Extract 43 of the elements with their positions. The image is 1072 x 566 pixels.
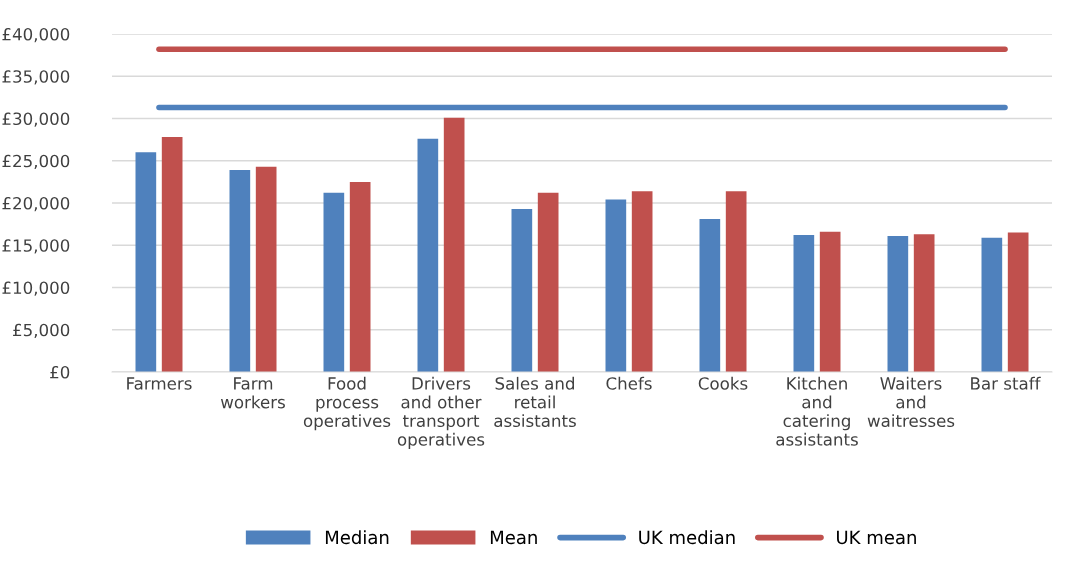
bar xyxy=(323,192,345,372)
x-tick-label: Chefs xyxy=(606,376,652,390)
y-tick-label: £40,000 xyxy=(2,27,70,43)
bar xyxy=(725,191,747,372)
bar xyxy=(417,138,439,372)
legend-label: UK median xyxy=(639,530,735,545)
bar xyxy=(161,137,183,372)
bar xyxy=(229,170,251,372)
y-tick-label: £25,000 xyxy=(2,154,70,170)
bar xyxy=(443,117,465,372)
bar xyxy=(1007,232,1029,372)
y-tick-label: £30,000 xyxy=(2,112,70,127)
y-tick-label: £35,000 xyxy=(2,70,70,85)
y-tick-label: £15,000 xyxy=(2,239,70,254)
y-tick-label: £10,000 xyxy=(2,281,70,296)
x-tick-label: Farm workers xyxy=(220,377,285,409)
bar xyxy=(511,208,533,372)
legend-label: Mean xyxy=(490,530,537,545)
x-tick-label: Waiters and waitresses xyxy=(867,376,955,428)
x-tick-label: Sales and retail assistants xyxy=(494,376,576,428)
bar xyxy=(913,234,935,372)
bar xyxy=(631,191,653,372)
bar xyxy=(699,219,721,372)
x-tick-label: Cooks xyxy=(698,376,748,390)
x-tick-label: Bar staff xyxy=(971,376,1041,390)
x-tick-label: Farmers xyxy=(127,377,192,390)
bar xyxy=(793,235,815,372)
y-tick-label: £5,000 xyxy=(13,323,70,339)
bar xyxy=(135,152,157,372)
bar xyxy=(887,235,909,372)
x-tick-label: Drivers and other transport operatives xyxy=(397,376,485,449)
bar xyxy=(819,231,841,372)
legend-label: Median xyxy=(325,530,389,545)
bar xyxy=(255,166,277,372)
bar xyxy=(981,237,1003,372)
legend-label: UK mean xyxy=(837,530,916,545)
bar xyxy=(349,181,371,372)
y-tick-label: £0 xyxy=(50,365,70,379)
x-tick-label: Kitchen and catering assistants xyxy=(776,376,858,446)
x-tick-label: Food process operatives xyxy=(303,376,391,431)
bar xyxy=(605,199,627,372)
bar xyxy=(537,192,559,372)
y-tick-label: £20,000 xyxy=(2,196,70,212)
